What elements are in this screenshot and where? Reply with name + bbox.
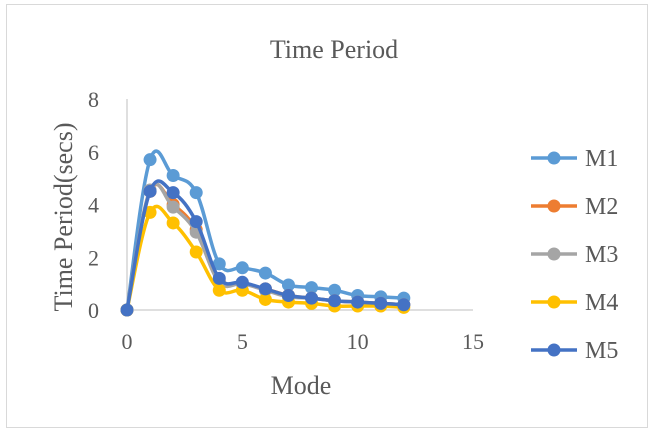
data-point [143,184,157,198]
x-tick-label: 0 [122,329,133,354]
data-point [258,266,272,280]
data-point [166,216,180,230]
legend-entry: M2 [531,194,618,220]
chart-title: Time Period [270,35,398,64]
x-tick-label: 5 [237,329,248,354]
legend-label: M3 [585,242,618,268]
y-tick-label: 4 [88,193,99,218]
legend-entry: M3 [531,242,618,268]
y-tick-label: 2 [88,245,99,270]
data-point [235,261,249,275]
legend-marker [547,247,561,261]
series-m5 [120,179,411,317]
legend-entry: M4 [531,290,618,316]
legend-label: M2 [585,194,618,220]
data-point [166,186,180,200]
data-point [281,288,295,302]
legend-label: M1 [585,146,618,172]
data-point [397,298,411,312]
legend-marker [547,199,561,213]
data-point [328,283,342,297]
series-m4 [120,204,411,317]
data-point [189,245,203,259]
y-tick-label: 8 [88,87,99,112]
x-axis-label: Mode [271,371,332,400]
legend-entry: M5 [531,338,618,364]
data-point [374,296,388,310]
legend-entry: M1 [531,146,618,172]
legend-marker [547,295,561,309]
data-point [212,271,226,285]
data-point [189,215,203,229]
axes: 0 5 10 15 0 2 4 6 8 [88,87,484,354]
data-point [189,186,203,200]
legend-marker [547,343,561,357]
legend-label: M4 [585,290,618,316]
data-point [305,281,319,295]
data-point [351,295,365,309]
x-tick-label: 10 [347,329,369,354]
data-point [258,292,272,306]
data-point [281,278,295,292]
data-point [166,168,180,182]
legend-marker [547,151,561,165]
chart-area [6,4,648,428]
legend-label: M5 [585,338,618,364]
data-point [235,275,249,289]
data-point [258,282,272,296]
series-layer [120,149,411,317]
data-point [120,303,134,317]
y-tick-label: 6 [88,140,99,165]
y-axis-label: Time Period(secs) [49,123,78,312]
x-tick-label: 15 [462,329,484,354]
legend: M1 M2 M3 M4 M5 [531,146,618,364]
data-point [143,153,157,167]
data-point [328,294,342,308]
data-point [212,283,226,297]
y-tick-label: 0 [88,298,99,323]
data-point [305,291,319,305]
data-point [166,200,180,214]
data-point [212,257,226,271]
